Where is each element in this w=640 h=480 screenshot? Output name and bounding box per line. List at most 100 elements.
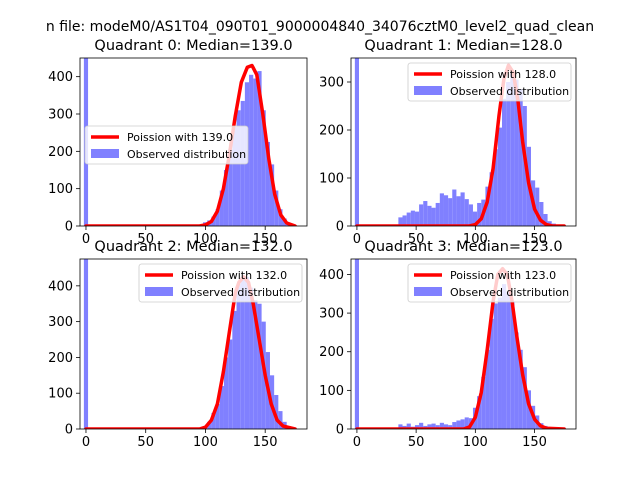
y-tick-label: 400 bbox=[319, 268, 344, 283]
histogram-bar bbox=[543, 214, 548, 226]
histogram-bar bbox=[481, 376, 486, 429]
histogram-bar bbox=[514, 332, 519, 429]
legend-hist-label: Observed distribution bbox=[450, 286, 569, 299]
histogram-bar bbox=[443, 424, 449, 429]
histogram-bar bbox=[215, 209, 220, 226]
legend-hist-swatch bbox=[414, 287, 442, 296]
histogram-bar bbox=[232, 310, 237, 429]
legend-fit-label: Poission with 123.0 bbox=[450, 269, 556, 282]
histogram-bar bbox=[274, 395, 279, 429]
histogram-bar bbox=[506, 291, 511, 429]
histogram-bar bbox=[456, 420, 461, 429]
legend-box bbox=[407, 263, 572, 303]
y-tick-label: 100 bbox=[48, 387, 73, 402]
histogram-bar bbox=[439, 422, 444, 429]
y-tick-label: 200 bbox=[48, 351, 73, 366]
histogram-bar-zero bbox=[83, 259, 89, 429]
histogram-bar bbox=[414, 211, 420, 226]
y-tick-label: 200 bbox=[48, 145, 73, 160]
histogram-bar-zero bbox=[354, 259, 359, 429]
subplot-title-1: Quadrant 1: Median=128.0 bbox=[364, 38, 562, 54]
legend-fit-label: Poission with 139.0 bbox=[127, 131, 233, 144]
x-tick-label: 0 bbox=[82, 232, 90, 247]
histogram-bar bbox=[518, 89, 523, 226]
histogram-bar bbox=[522, 367, 527, 429]
y-tick-label: 0 bbox=[65, 220, 73, 235]
legend-fit-label: Poission with 128.0 bbox=[450, 68, 556, 81]
histogram-bar bbox=[464, 417, 469, 429]
histogram-bar bbox=[414, 425, 420, 429]
legend-box bbox=[138, 263, 303, 303]
x-tick-label: 50 bbox=[137, 232, 154, 247]
legend-hist-label: Observed distribution bbox=[450, 85, 569, 98]
histogram-bar bbox=[269, 164, 275, 226]
histogram-bar bbox=[228, 149, 233, 226]
axes-frame-0 bbox=[79, 57, 308, 227]
legend-box bbox=[84, 125, 249, 165]
histogram-bar bbox=[477, 202, 482, 226]
y-tick-label: 0 bbox=[336, 423, 344, 438]
y-tick-label: 300 bbox=[48, 108, 73, 123]
subplots-group: 0 50 100 150 0 100 200 300 400 Quadrant 0: Median… bbox=[48, 38, 577, 450]
histogram-bar bbox=[472, 211, 478, 226]
histogram-bar bbox=[236, 284, 241, 429]
histogram-bar bbox=[539, 202, 544, 226]
histogram-bar bbox=[489, 318, 494, 429]
y-tick-label: 400 bbox=[48, 70, 73, 85]
x-tick-label: 150 bbox=[253, 435, 278, 450]
histogram-bar bbox=[485, 349, 490, 429]
x-tick-label: 50 bbox=[137, 435, 154, 450]
legend-1: Poission with 128.0 Observed distribution bbox=[407, 62, 572, 102]
histogram-bar bbox=[501, 284, 507, 429]
histogram-bar bbox=[249, 287, 254, 429]
legend-fit-label: Poission with 132.0 bbox=[181, 269, 287, 282]
legend-hist-swatch bbox=[145, 287, 173, 296]
histogram-bar bbox=[278, 209, 283, 226]
histogram-bar bbox=[253, 300, 258, 429]
axes-frame-3 bbox=[350, 258, 577, 430]
histogram-bar-zero bbox=[354, 58, 359, 226]
histogram-bar bbox=[223, 170, 229, 226]
x-tick-label: 150 bbox=[253, 232, 278, 247]
histogram-bar bbox=[468, 204, 473, 226]
histogram-bar bbox=[431, 207, 436, 226]
histogram-bar bbox=[510, 301, 515, 429]
histogram-bar bbox=[493, 303, 498, 429]
histogram-bar bbox=[419, 204, 424, 226]
legend-0: Poission with 139.0 Observed distribution bbox=[84, 125, 249, 165]
histogram-bar bbox=[506, 82, 511, 226]
histogram-bar bbox=[244, 276, 250, 429]
legend-3: Poission with 123.0 Observed distribution bbox=[407, 263, 572, 303]
histogram-bar bbox=[240, 276, 245, 429]
legend-hist-label: Observed distribution bbox=[127, 148, 246, 161]
histogram-bar bbox=[526, 390, 531, 429]
y-tick-label: 100 bbox=[319, 384, 344, 399]
x-tick-label: 0 bbox=[82, 435, 90, 450]
poisson-fit-line bbox=[84, 63, 297, 226]
x-tick-label: 100 bbox=[193, 232, 218, 247]
histogram-bar bbox=[219, 386, 224, 429]
axes-frame-1 bbox=[350, 57, 577, 227]
y-tick-label: 300 bbox=[319, 76, 344, 91]
histogram-bar bbox=[493, 149, 498, 226]
figure-suptitle: n file: modeM0/AS1T04_090T01_9000004840_… bbox=[46, 19, 594, 35]
histogram-bar bbox=[427, 205, 432, 226]
y-tick-label: 300 bbox=[48, 315, 73, 330]
x-tick-label: 150 bbox=[522, 232, 547, 247]
subplot-title-3: Quadrant 3: Median=123.0 bbox=[364, 239, 562, 255]
histogram-bar bbox=[452, 189, 457, 226]
y-tick-label: 200 bbox=[319, 124, 344, 139]
subplot-0: 0 50 100 150 0 100 200 300 400 Quadrant 0: Median… bbox=[48, 38, 308, 247]
axes-frame-2 bbox=[79, 258, 308, 430]
histogram-bar bbox=[410, 210, 415, 226]
histogram-bar bbox=[257, 71, 262, 226]
subplot-title-0: Quadrant 0: Median=139.0 bbox=[94, 38, 292, 54]
y-tick-label: 100 bbox=[48, 182, 73, 197]
legend-hist-swatch bbox=[91, 149, 119, 158]
histogram-bar bbox=[207, 421, 212, 429]
histogram-bar bbox=[402, 215, 407, 226]
x-tick-label: 150 bbox=[522, 435, 547, 450]
y-tick-label: 200 bbox=[319, 345, 344, 360]
y-tick-label: 300 bbox=[319, 307, 344, 322]
